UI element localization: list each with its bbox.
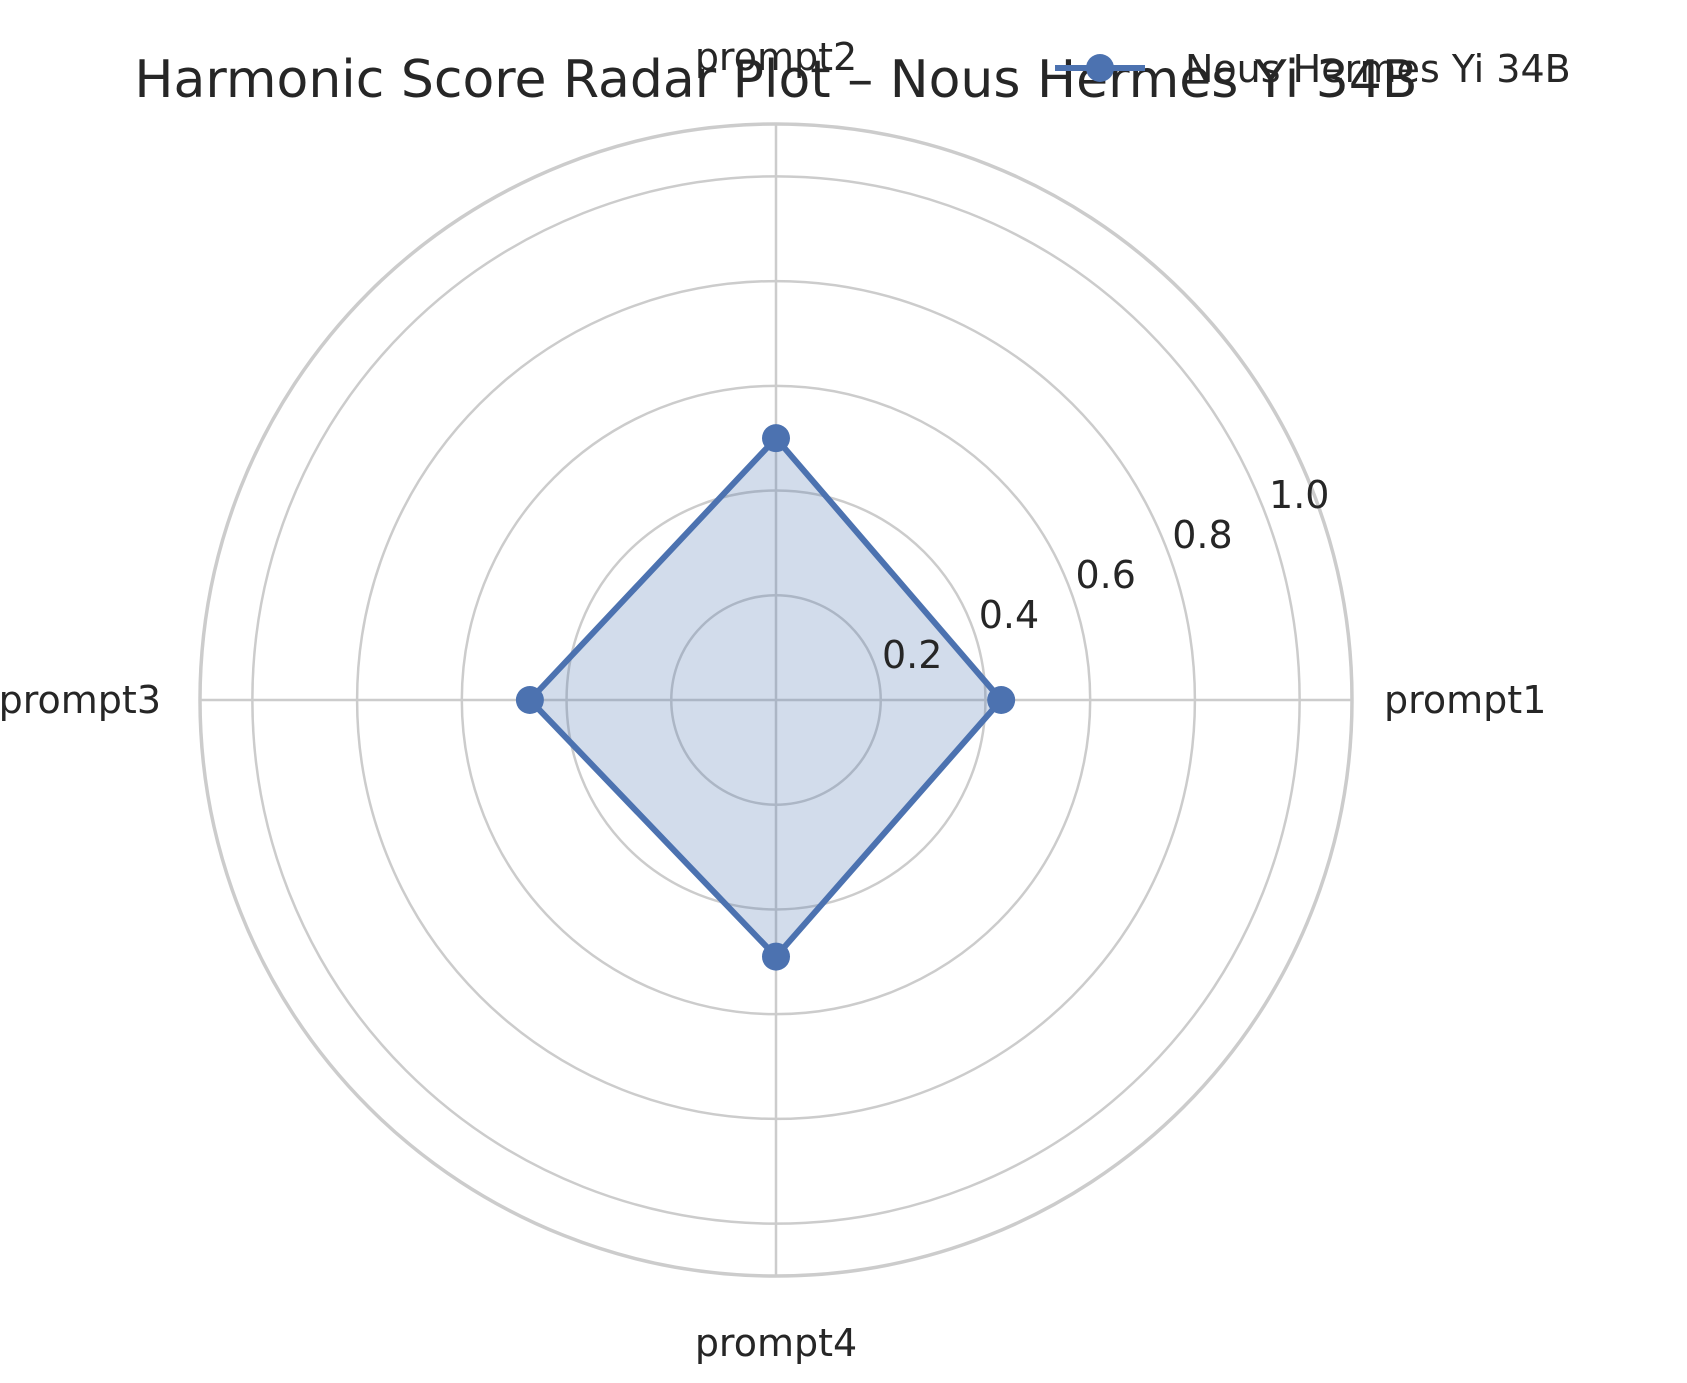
r-tick-label: 0.8	[1172, 513, 1232, 557]
legend-dot-marker	[1086, 54, 1114, 82]
radar-labels: prompt1 prompt2 prompt3 prompt4 0.2 0.4 0.6 0.8…	[0, 35, 1546, 1365]
category-label-prompt3: prompt3	[0, 678, 161, 722]
series-fill-area	[529, 438, 1002, 957]
legend-label-series-0: Nous Hermes Yi 34B	[1185, 47, 1571, 91]
category-label-prompt1: prompt1	[1384, 678, 1546, 722]
r-tick-label: 0.6	[1076, 553, 1136, 597]
data-point-prompt3	[515, 686, 544, 714]
legend: Nous Hermes Yi 34B	[1055, 47, 1571, 91]
data-point-prompt2	[762, 424, 790, 453]
category-label-prompt4: prompt4	[695, 1321, 857, 1365]
r-tick-label: 0.4	[979, 593, 1039, 637]
r-tick-label: 1.0	[1269, 473, 1329, 517]
chart-title: Harmonic Score Radar Plot – Nous Hermes …	[134, 50, 1417, 110]
data-point-prompt4	[762, 942, 790, 971]
r-tick-label: 0.2	[882, 633, 942, 677]
category-label-prompt2: prompt2	[695, 35, 857, 79]
radar-grid	[198, 122, 1354, 1278]
data-point-prompt1	[987, 686, 1016, 714]
radar-series	[515, 424, 1016, 971]
